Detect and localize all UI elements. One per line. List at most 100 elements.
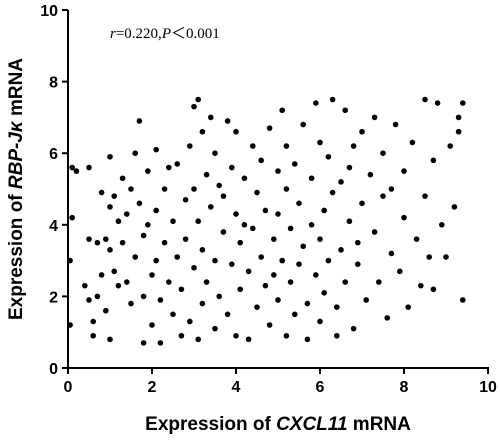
point — [271, 236, 277, 242]
point — [422, 96, 428, 103]
point — [262, 207, 269, 214]
point — [283, 186, 290, 192]
point — [254, 189, 260, 196]
x-tick-label: 10 — [479, 379, 497, 396]
point — [67, 257, 73, 264]
y-label-part: RBP-Jκ — [6, 120, 27, 189]
point — [426, 254, 433, 260]
point — [208, 204, 214, 210]
point — [161, 186, 168, 192]
point — [136, 118, 143, 124]
point — [443, 254, 449, 260]
point — [271, 272, 277, 278]
point — [69, 214, 75, 221]
point — [245, 336, 252, 343]
y-tick-label: 2 — [49, 289, 58, 306]
point — [107, 153, 113, 160]
point — [166, 279, 172, 285]
point — [191, 103, 197, 110]
point — [313, 100, 319, 106]
point — [350, 143, 357, 149]
point — [329, 189, 336, 196]
point — [224, 311, 231, 318]
point — [212, 150, 218, 156]
y-tick-label: 8 — [49, 75, 58, 92]
point — [90, 332, 96, 339]
point — [199, 247, 206, 253]
point — [304, 300, 311, 307]
point — [161, 239, 168, 246]
point — [199, 300, 206, 307]
point — [388, 250, 395, 257]
point — [308, 175, 315, 182]
x-tick-label: 6 — [316, 379, 325, 396]
point — [321, 290, 328, 296]
y-axis-label: Expression of RBP-Jκ mRNA — [6, 58, 27, 320]
point — [254, 304, 260, 310]
x-tick-label: 8 — [400, 379, 409, 396]
point — [195, 336, 201, 343]
point — [266, 125, 273, 131]
point — [287, 279, 294, 285]
point — [430, 286, 437, 293]
annotation-part: =0.220, — [116, 26, 162, 42]
point — [170, 311, 176, 318]
point — [460, 297, 466, 303]
point — [325, 153, 332, 160]
point — [86, 297, 92, 303]
point — [418, 282, 424, 289]
point — [73, 168, 80, 174]
point — [292, 161, 298, 167]
point — [317, 139, 323, 146]
point — [157, 340, 164, 346]
y-label-part: Expression of — [6, 189, 27, 320]
point — [220, 229, 227, 235]
point — [124, 211, 130, 217]
point — [166, 164, 172, 171]
point — [350, 325, 357, 332]
point — [233, 128, 239, 135]
point — [258, 157, 265, 164]
point — [86, 236, 92, 242]
point — [115, 218, 122, 225]
point — [296, 261, 302, 267]
point — [245, 268, 252, 275]
point — [371, 114, 378, 121]
point — [90, 318, 96, 325]
point — [376, 279, 382, 285]
y-tick-label: 10 — [40, 3, 58, 20]
point — [300, 243, 307, 250]
point — [237, 286, 243, 293]
point — [216, 293, 222, 300]
y-tick-label: 4 — [49, 218, 58, 235]
point — [325, 257, 332, 264]
point — [308, 222, 315, 228]
point — [119, 239, 126, 246]
point — [187, 143, 193, 149]
point — [107, 247, 113, 253]
x-label-part: mRNA — [348, 414, 412, 435]
x-tick-label: 4 — [232, 379, 241, 396]
point — [103, 236, 109, 242]
point — [329, 96, 336, 103]
point — [86, 164, 92, 171]
point — [342, 279, 349, 285]
point — [216, 182, 222, 189]
point — [132, 150, 138, 156]
point — [434, 100, 441, 106]
point — [174, 161, 180, 167]
annotation-part: P — [161, 26, 171, 42]
x-tick-label: 2 — [148, 379, 157, 396]
point — [149, 322, 155, 328]
point — [262, 282, 269, 289]
point — [334, 304, 340, 310]
point — [334, 332, 340, 339]
point — [460, 100, 466, 106]
point — [145, 222, 151, 228]
point — [170, 218, 176, 225]
point — [178, 286, 185, 293]
point — [342, 107, 349, 114]
point — [229, 164, 235, 171]
point — [140, 232, 147, 239]
